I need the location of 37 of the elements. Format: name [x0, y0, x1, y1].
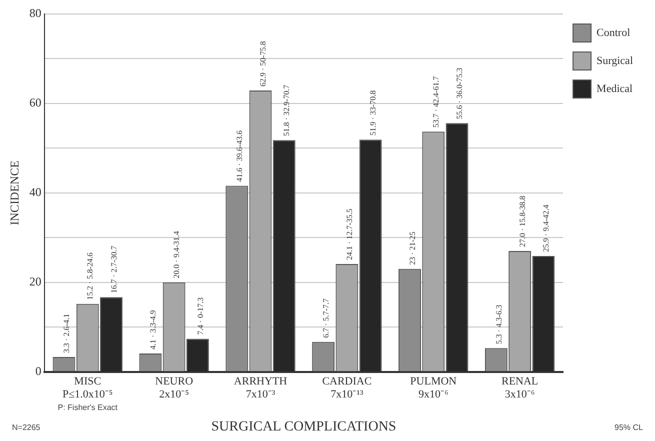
x-tick-label: CARDIAC 7x10⁻¹³ — [322, 375, 372, 400]
data-label: 16.7 · 2.7-30.7 — [109, 246, 118, 294]
y-tick-label: 40 — [29, 185, 42, 200]
data-label: 62.9 · 50-75.8 — [258, 41, 268, 86]
x-tick-label: ARRHYTH 7x10⁻³ — [234, 375, 288, 400]
data-label: 4.1 · 3.3-4.9 — [148, 310, 158, 350]
data-label: 55.6 · 36.0-75.3 — [455, 68, 464, 120]
text: N=2265 — [12, 423, 41, 432]
data-label: 24.1 · 12.7-35.5 — [345, 208, 354, 260]
text: P: Fisher's Exact — [58, 403, 118, 412]
legend-label: Surgical — [596, 54, 634, 67]
x-tick-label: RENAL 3x10⁻⁶ — [501, 375, 538, 400]
y-axis-title: INCIDENCE — [7, 160, 22, 226]
data-label: 3.3 · 2.6-4.1 — [62, 314, 72, 354]
data-label: 25.9 · 9.4-42.4 — [542, 204, 551, 252]
x-tick-label: PULMON 9x10⁻⁶ — [410, 375, 457, 400]
y-tick-label: 0 — [35, 364, 42, 378]
data-label: 53.7 · 42.4-61.7 — [431, 76, 440, 128]
legend-label: Control — [596, 26, 630, 39]
x-tick-label: MISC P≤1.0x10⁻⁵ — [62, 375, 113, 400]
y-tick-label: 60 — [29, 96, 42, 110]
data-label: 27.0 · 15.8-38.8 — [518, 196, 527, 248]
y-tick-label: 80 — [29, 6, 42, 20]
legend-label: Medical — [596, 82, 633, 95]
y-tick-label: 20 — [29, 274, 42, 289]
data-label: 5.3 · 4.3-6.3 — [494, 304, 504, 344]
data-label: 7.4 · 0-17.3 — [196, 297, 205, 335]
data-label: 20.0 · 9.4-31.4 — [172, 231, 182, 278]
data-label: 41.6 · 39.6-43.6 — [234, 130, 244, 182]
data-label: 23 · 21-25 — [408, 232, 417, 265]
x-axis-title: SURGICAL COMPLICATIONS — [211, 419, 396, 434]
data-label: 51.8 · 32.9-70.7 — [282, 84, 292, 136]
x-tick-label: NEURO 2x10⁻⁵ — [155, 375, 194, 400]
text: 95% CL — [614, 423, 644, 432]
data-label: 51.9 · 33-70.8 — [368, 90, 378, 136]
data-label: 6.7 · 5.7-7.7 — [321, 298, 330, 338]
data-label: 15.2 · 5.8-24.6 — [86, 252, 95, 300]
